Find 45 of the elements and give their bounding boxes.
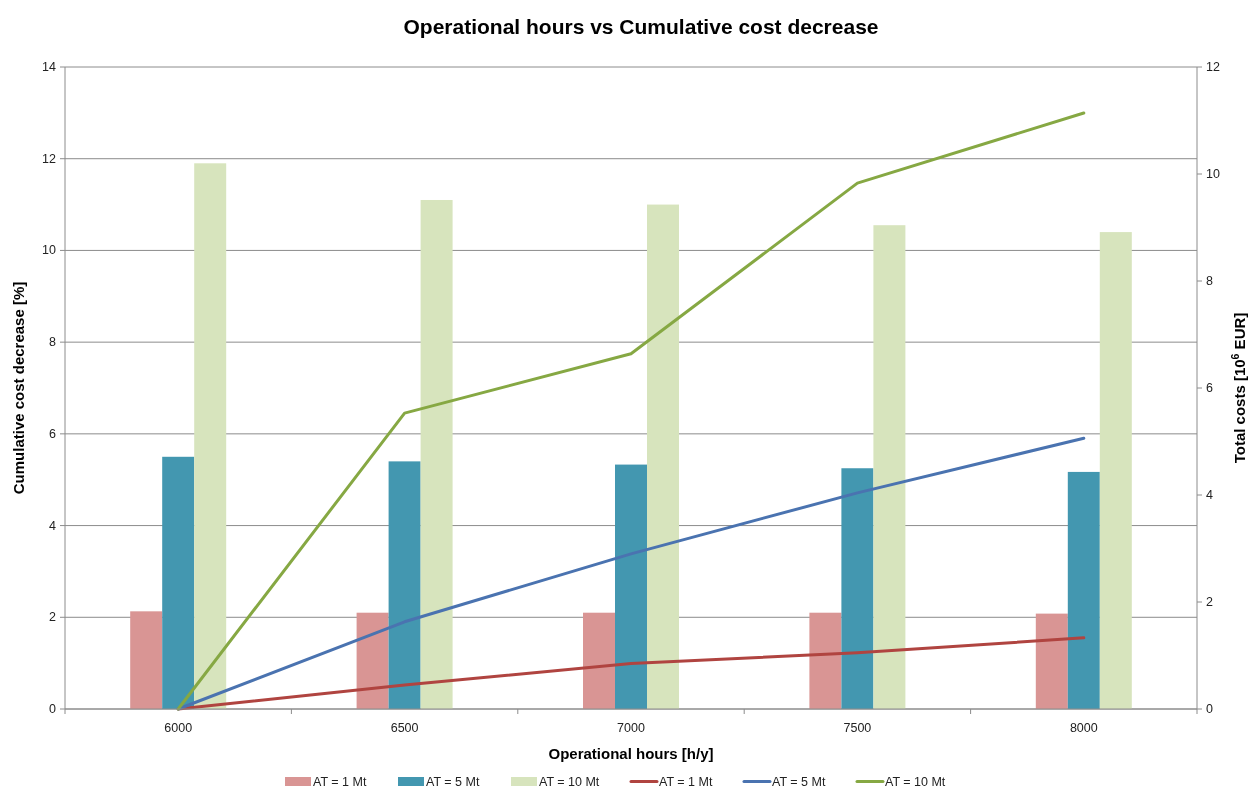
bar: [873, 225, 906, 709]
bar: [1067, 471, 1100, 709]
chart-title: Operational hours vs Cumulative cost decrease: [403, 15, 879, 38]
y2-tick-label: 8: [1206, 274, 1213, 288]
x-axis-title: Operational hours [h/y]: [548, 745, 714, 762]
bar: [615, 464, 647, 709]
bar: [809, 612, 842, 709]
bar: [647, 204, 679, 709]
legend-label: AT = 10 Mt: [539, 775, 600, 789]
y2-tick-label: 2: [1206, 595, 1213, 609]
y2-tick-label: 6: [1206, 381, 1213, 395]
x-tick-label: 8000: [1069, 721, 1098, 735]
y-tick-label: 8: [49, 335, 57, 350]
bar: [1035, 613, 1068, 709]
legend-label: AT = 10 Mt: [885, 775, 946, 789]
line-series: [176, 111, 1086, 711]
y2-tick-label: 12: [1206, 60, 1220, 74]
bar: [841, 468, 874, 709]
y-tick-label: 12: [42, 151, 57, 166]
bar: [162, 456, 195, 709]
bar: [1099, 232, 1132, 709]
x-tick-label: 7000: [617, 721, 645, 735]
y-tick-label: 14: [42, 60, 57, 74]
y2-tick-label: 0: [1206, 702, 1213, 716]
bar: [420, 199, 453, 709]
y-tick-label: 4: [49, 518, 57, 533]
x-tick-label: 6500: [390, 721, 419, 735]
legend-label: AT = 1 Mt: [659, 775, 713, 789]
legend-label: AT = 5 Mt: [426, 775, 480, 789]
y-tick-label: 0: [49, 702, 57, 716]
y2-tick-label: 10: [1206, 167, 1220, 181]
y-axis-title: Cumulative cost decrease [%]: [10, 281, 27, 495]
bar: [130, 611, 163, 709]
legend-label: AT = 1 Mt: [313, 775, 367, 789]
x-tick-label: 7500: [843, 721, 872, 735]
bar: [388, 461, 421, 709]
legend-label: AT = 5 Mt: [772, 775, 826, 789]
bar: [356, 612, 389, 709]
bar: [194, 163, 227, 709]
y2-tick-label: 4: [1206, 488, 1213, 502]
y-tick-label: 10: [42, 243, 57, 258]
bar: [583, 612, 615, 709]
y-tick-label: 2: [49, 610, 57, 625]
x-tick-label: 6000: [164, 721, 193, 735]
y-tick-label: 6: [49, 426, 57, 441]
